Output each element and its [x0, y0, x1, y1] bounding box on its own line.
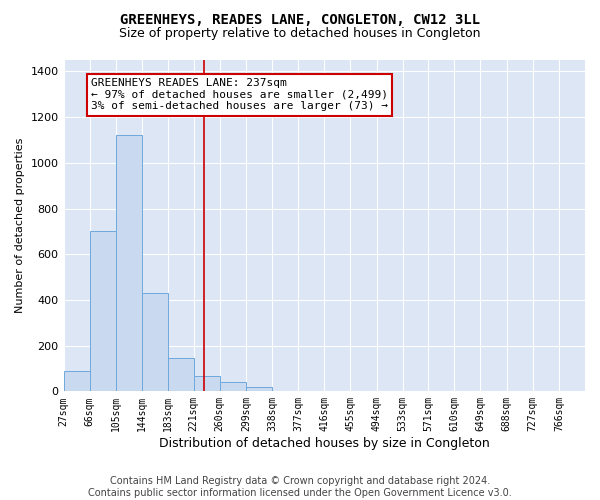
Bar [89, 232, 116, 392]
Bar [116, 136, 142, 392]
Bar [142, 293, 168, 392]
Text: GREENHEYS, READES LANE, CONGLETON, CW12 3LL: GREENHEYS, READES LANE, CONGLETON, CW12 … [120, 12, 480, 26]
Text: Contains HM Land Registry data © Crown copyright and database right 2024.
Contai: Contains HM Land Registry data © Crown c… [88, 476, 512, 498]
X-axis label: Distribution of detached houses by size in Congleton: Distribution of detached houses by size … [159, 437, 490, 450]
Text: GREENHEYS READES LANE: 237sqm
← 97% of detached houses are smaller (2,499)
3% of: GREENHEYS READES LANE: 237sqm ← 97% of d… [91, 78, 388, 112]
Text: Size of property relative to detached houses in Congleton: Size of property relative to detached ho… [119, 28, 481, 40]
Y-axis label: Number of detached properties: Number of detached properties [15, 138, 25, 314]
Bar [168, 358, 194, 392]
Bar [194, 376, 220, 392]
Bar [246, 387, 272, 392]
Bar [220, 382, 246, 392]
Bar [64, 371, 89, 392]
